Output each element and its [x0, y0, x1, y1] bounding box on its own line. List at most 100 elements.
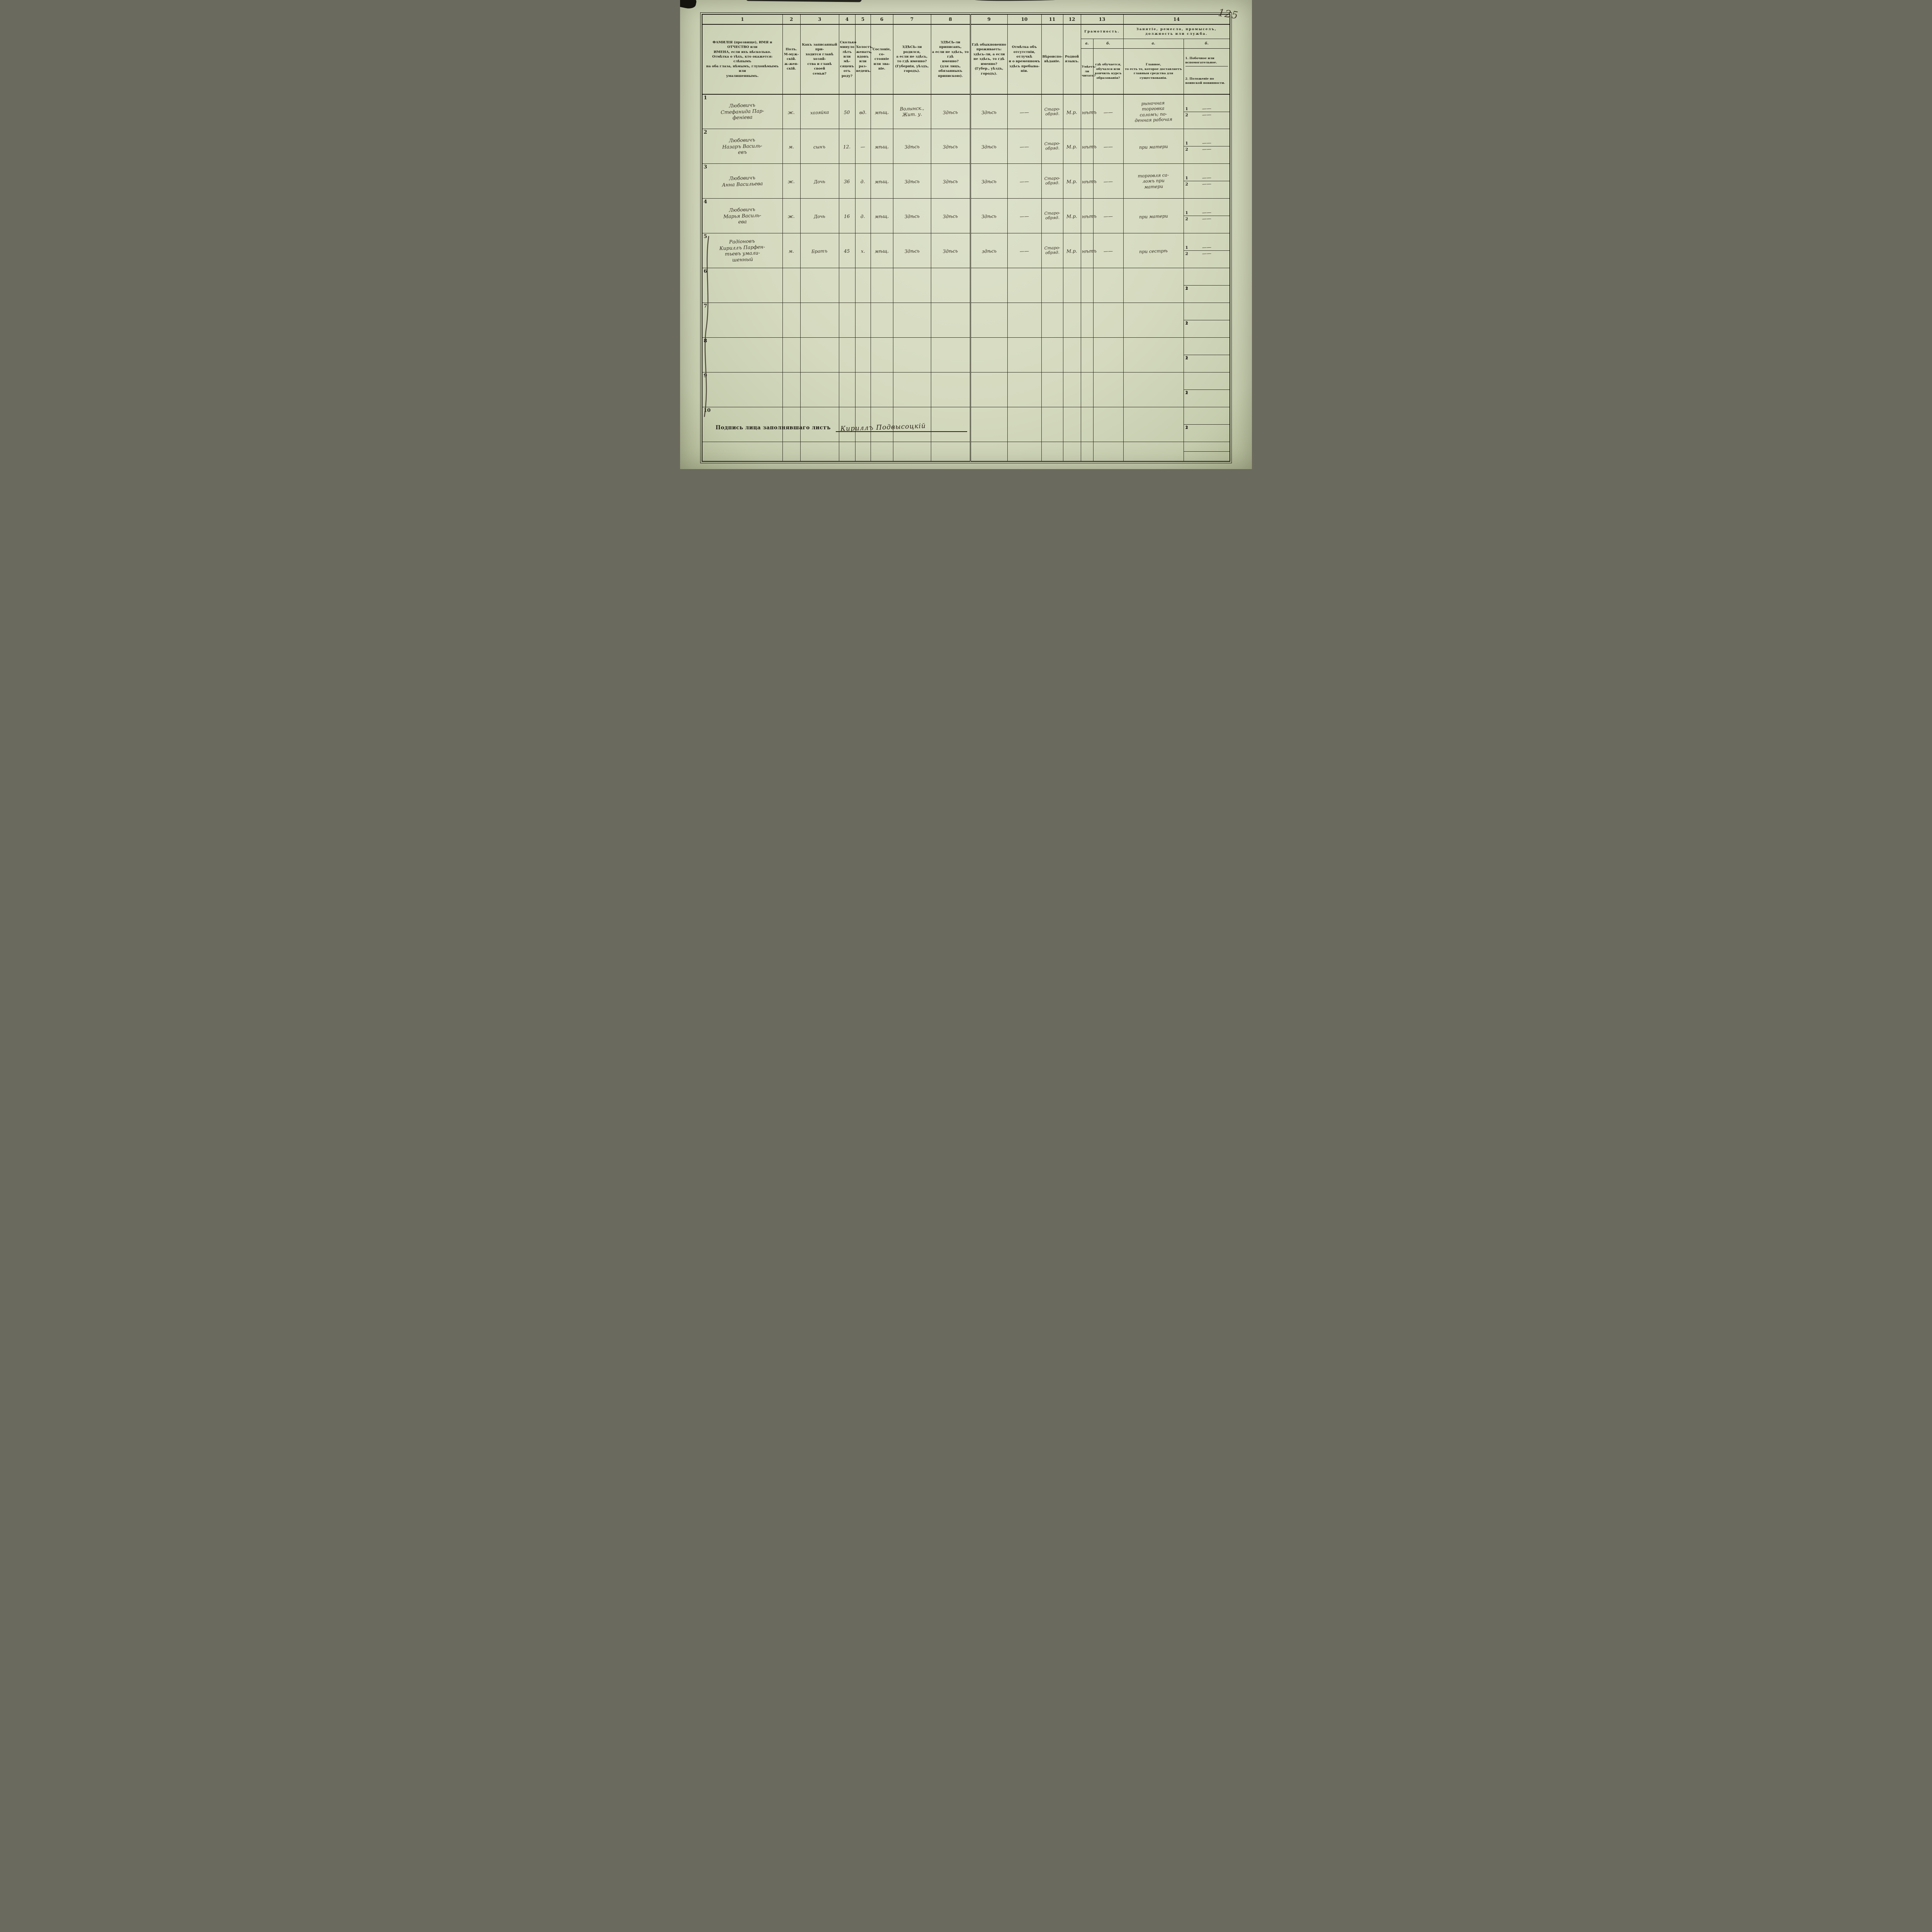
age-cell — [838, 268, 855, 303]
occupation-cell — [1123, 442, 1184, 462]
half-label-2: 2 — [1185, 112, 1188, 117]
sex-cell: м. — [782, 233, 801, 269]
name-cell: 3 Любовичъ Анна Васильева — [702, 163, 783, 199]
absence-cell: —— — [1007, 163, 1042, 199]
reads-cell: нѣтъ — [1080, 129, 1097, 164]
table-header: 1 2 3 4 5 6 7 8 9 10 11 12 13 14 ФАМИЛІЯ… — [702, 14, 1230, 95]
absence-cell — [1007, 442, 1042, 462]
residence-cell — [970, 303, 1008, 338]
col-header-name: ФАМИЛІЯ (прозвище), ИМЯ и ОТЧЕСТВО или И… — [702, 24, 783, 95]
marital-cell: д. — [855, 163, 871, 199]
education-cell: —— — [1093, 163, 1124, 199]
name-cell: 1 Любовичъ Стефанида Пар- феніева — [702, 94, 783, 129]
row-number: 1 — [704, 95, 707, 101]
language-cell: М.р. — [1063, 198, 1081, 234]
education-cell: —— — [1093, 129, 1124, 164]
age-cell: 16 — [838, 198, 855, 234]
col-number: 4 — [838, 14, 855, 25]
residence-cell — [970, 442, 1008, 462]
marital-cell — [855, 372, 871, 408]
education-cell: —— — [1093, 198, 1124, 234]
name-value: Любовичъ Назаръ Василь- евъ — [722, 137, 763, 155]
residence-cell — [970, 268, 1008, 303]
sex-cell — [782, 268, 801, 303]
residence-cell — [970, 337, 1008, 373]
marital-cell: — — [855, 129, 871, 164]
name-cell: 2 Любовичъ Назаръ Василь- евъ — [702, 129, 783, 164]
half-label-2: 2 — [1185, 321, 1188, 326]
age-cell — [838, 303, 855, 338]
language-cell: М.р. — [1063, 163, 1081, 199]
religion-cell: Старо- обряд. — [1041, 94, 1063, 129]
language-cell: М.р. — [1063, 94, 1081, 129]
secondary-occupation-half: 1 —— — [1184, 140, 1230, 147]
table-row: 2 Любовичъ Назаръ Василь- евъ м. сынъ 12.… — [702, 129, 1230, 164]
age-cell — [838, 442, 855, 462]
secondary-occupation-half: 1 — [1184, 285, 1230, 291]
occupation-cell — [1123, 407, 1184, 442]
age-cell: 36 — [838, 163, 855, 199]
relation-cell: сынъ — [800, 129, 839, 164]
residence-cell: здѣсь — [970, 233, 1008, 269]
subcolumn-question-row: Умѣетъ- ли читать? гдѣ обучается, обучал… — [702, 48, 1230, 95]
occupation-cell: при сестрѣ — [1123, 233, 1184, 269]
military-status-half: 2 —— — [1185, 112, 1211, 117]
registration-cell: Здѣсь — [930, 233, 971, 269]
military-status-half: 2 —— — [1185, 250, 1211, 257]
name-value: Радіоновъ Кириллъ Парфен- тьевъ умали- ш… — [719, 238, 765, 263]
sex-cell: ж. — [782, 163, 801, 199]
religion-cell — [1041, 372, 1063, 408]
relation-cell: Братъ — [800, 233, 839, 269]
signature-label: Подпись лица заполнявшаго листъ — [716, 425, 831, 431]
half-label-1: 1 — [1185, 390, 1188, 395]
secondary-occupation-half: 1 —— — [1184, 175, 1230, 182]
education-cell — [1093, 372, 1124, 408]
half-label-1: 1 — [1185, 245, 1188, 250]
language-cell — [1063, 303, 1081, 338]
occupation-cell: при матери — [1123, 129, 1184, 164]
occupation-cell: рыночная торговка саломъ; по- денная раб… — [1123, 94, 1184, 129]
occupation-cell — [1123, 303, 1184, 338]
table-row — [702, 442, 1230, 462]
row-number: 10 — [704, 408, 711, 414]
half-label-1: 1 — [1185, 211, 1188, 216]
secondary-occupation-label: 1. Побочное или вспомогательное. — [1185, 56, 1228, 67]
col-number: 10 — [1007, 14, 1042, 25]
row-number: 6 — [704, 269, 707, 275]
sex-cell — [782, 303, 801, 338]
name-value: Любовичъ Марья Василь- ева — [723, 206, 762, 225]
registration-cell — [930, 268, 971, 303]
secondary-occupation-half: 1 — [1184, 424, 1230, 430]
half-label-1: 1 — [1185, 321, 1188, 326]
table-row: 3 Любовичъ Анна Васильева ж. Дочь 36 д. м… — [702, 163, 1230, 199]
col-header-age: Сколько минуло лѣтъ или мѣ- сяцевъ отъ р… — [838, 24, 856, 95]
education-cell — [1093, 268, 1124, 303]
estate-cell: мѣщ. — [870, 94, 893, 129]
subcol-letter-13b: б. — [1093, 39, 1124, 49]
birthplace-cell: Здѣсь — [893, 129, 931, 164]
col-header-marital: Холостъ, женатъ, вдовъ или раз- веденъ. — [855, 24, 873, 95]
secondary-occupation-half: 1 —— — [1184, 210, 1230, 216]
col-header-language: Родной языкъ. — [1063, 24, 1081, 95]
reads-cell — [1080, 407, 1094, 442]
col-number: 8 — [930, 14, 971, 25]
occupation-cell: торговля са- ломъ при матери — [1123, 163, 1184, 199]
occupation-cell — [1123, 372, 1184, 408]
religion-cell: Старо- обряд. — [1041, 198, 1063, 234]
absence-cell: —— — [1007, 94, 1042, 129]
col-number: 6 — [870, 14, 893, 25]
residence-cell: Здѣсь — [970, 163, 1008, 199]
marital-cell — [855, 442, 871, 462]
subcol-header-education: гдѣ обучается, обучался или кончилъ курс… — [1093, 48, 1124, 95]
birthplace-cell: Здѣсь — [893, 163, 931, 199]
estate-cell — [870, 303, 893, 338]
reads-cell — [1080, 372, 1094, 408]
half-label-2: 2 — [1185, 425, 1188, 430]
col-number: 3 — [800, 14, 839, 25]
absence-cell — [1007, 303, 1042, 338]
secondary-occupation-half: 1 —— — [1184, 105, 1230, 112]
registration-cell: Здѣсь — [930, 129, 971, 164]
estate-cell: мѣщ. — [870, 163, 893, 199]
age-cell — [838, 337, 855, 373]
estate-cell: мѣщ. — [870, 233, 893, 269]
